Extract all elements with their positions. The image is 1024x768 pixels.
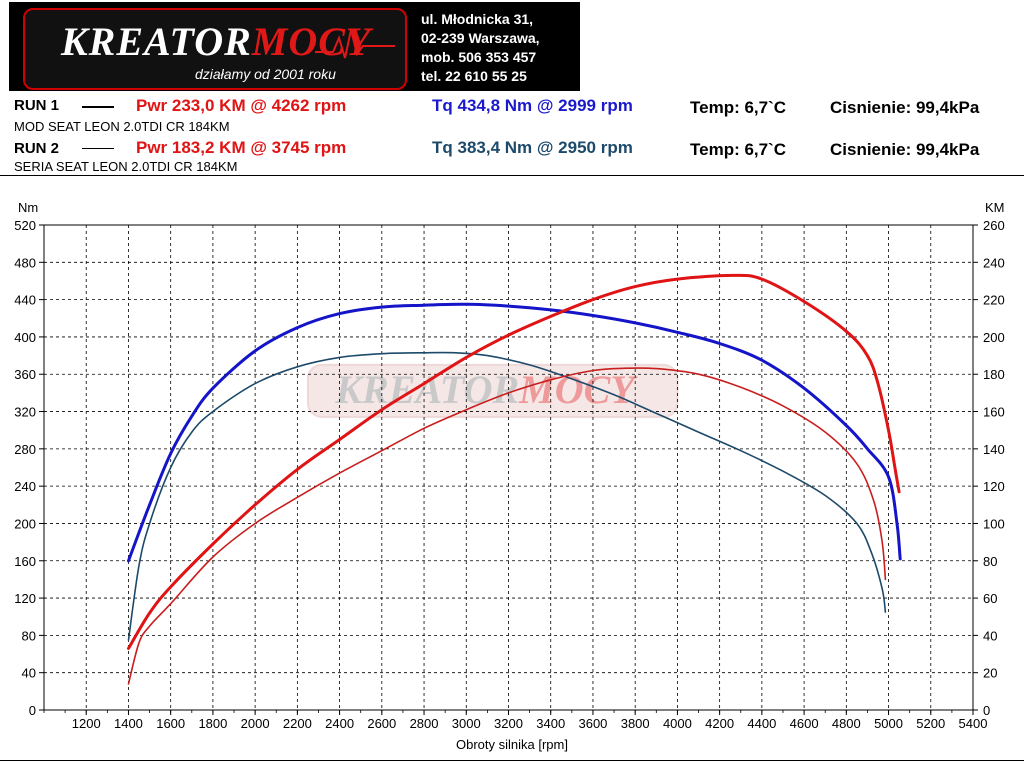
header-divider bbox=[0, 175, 1024, 176]
y-left-tick-label: 480 bbox=[14, 255, 36, 270]
brand-logo: KREATORMOCY działamy od 2001 roku bbox=[23, 8, 407, 90]
y-right-tick-label: 140 bbox=[983, 442, 1005, 457]
y-left-tick-label: 520 bbox=[14, 218, 36, 233]
y-left-tick-label: 200 bbox=[14, 516, 36, 531]
series-line-run1-power bbox=[127, 273, 901, 650]
y-left-tick-label: 160 bbox=[14, 554, 36, 569]
watermark-word-main: KREATOR bbox=[334, 367, 519, 412]
footer-divider bbox=[0, 760, 1024, 761]
y-left-tick-label: 320 bbox=[14, 405, 36, 420]
run1-label: RUN 1 bbox=[14, 97, 60, 114]
x-tick-label: 3000 bbox=[452, 716, 481, 731]
y-left-tick-label: 280 bbox=[14, 442, 36, 457]
x-tick-label: 4600 bbox=[790, 716, 819, 731]
x-tick-label: 1800 bbox=[198, 716, 227, 731]
x-tick-label: 1600 bbox=[156, 716, 185, 731]
y-right-tick-label: 100 bbox=[983, 516, 1005, 531]
logo-word-main: KREATOR bbox=[61, 19, 252, 64]
run2-temp: Temp: 6,7`C bbox=[690, 140, 787, 159]
run1-temp: Temp: 6,7`C bbox=[690, 98, 787, 117]
heartbeat-icon bbox=[315, 29, 395, 59]
y-right-tick-label: 200 bbox=[983, 330, 1005, 345]
run1-description: MOD SEAT LEON 2.0TDI CR 184KM bbox=[14, 119, 230, 134]
logo-tagline: działamy od 2001 roku bbox=[195, 66, 336, 82]
y-right-tick-label: 80 bbox=[983, 554, 997, 569]
x-tick-label: 4200 bbox=[705, 716, 734, 731]
run1-power: Pwr 233,0 KM @ 4262 rpm bbox=[136, 96, 347, 115]
y-right-tick-label: 40 bbox=[983, 628, 997, 643]
address-line: mob. 506 353 457 bbox=[421, 49, 537, 65]
x-tick-label: 2400 bbox=[325, 716, 354, 731]
x-tick-label: 4400 bbox=[747, 716, 776, 731]
run2-description: SERIA SEAT LEON 2.0TDI CR 184KM bbox=[14, 159, 238, 174]
chart-series bbox=[127, 273, 902, 685]
chart-axes: 1200 1400 1600 1800 2000 2200 2400 2600 2800 3000… bbox=[14, 218, 1004, 731]
header-logo-panel: KREATORMOCY działamy od 2001 roku ul. Mł… bbox=[9, 2, 580, 91]
watermark-badge bbox=[306, 363, 679, 418]
x-tick-label: 5000 bbox=[874, 716, 903, 731]
chart-watermark: KREATORMOCY bbox=[306, 363, 679, 418]
x-tick-label: 2800 bbox=[410, 716, 439, 731]
y-left-tick-label: 0 bbox=[29, 703, 36, 718]
y-left-tick-label: 240 bbox=[14, 479, 36, 494]
run2-torque: Tq 383,4 Nm @ 2950 rpm bbox=[432, 138, 633, 157]
plot-frame bbox=[43, 224, 974, 711]
run2-label: RUN 2 bbox=[14, 140, 60, 157]
dyno-chart: KREATORMOCY 1200 1400 1600 1800 2000 2200 2400… bbox=[14, 200, 1005, 752]
chart-grid bbox=[44, 225, 973, 710]
y-right-tick-label: 220 bbox=[983, 293, 1005, 308]
x-tick-label: 2600 bbox=[367, 716, 396, 731]
run1-torque: Tq 434,8 Nm @ 2999 rpm bbox=[432, 96, 633, 115]
x-tick-label: 3600 bbox=[578, 716, 607, 731]
x-tick-label: 1200 bbox=[72, 716, 101, 731]
y-right-tick-label: 20 bbox=[983, 666, 997, 681]
run1-line-swatch bbox=[82, 106, 114, 108]
y-left-tick-label: 120 bbox=[14, 591, 36, 606]
address-line: 02-239 Warszawa, bbox=[421, 30, 540, 46]
contact-address: ul. Młodnicka 31, 02-239 Warszawa, mob. … bbox=[421, 10, 540, 86]
run2-pressure: Cisnienie: 99,4kPa bbox=[830, 140, 980, 159]
y-right-tick-label: 160 bbox=[983, 405, 1005, 420]
series-line-run1-torque bbox=[127, 302, 902, 563]
x-tick-label: 3800 bbox=[621, 716, 650, 731]
address-line: ul. Młodnicka 31, bbox=[421, 11, 534, 27]
series-line-run2-power bbox=[127, 367, 887, 685]
logo-wordmark: KREATORMOCY bbox=[61, 18, 371, 65]
x-tick-label: 2200 bbox=[283, 716, 312, 731]
y-axis-right-label: KM bbox=[985, 200, 1005, 215]
x-tick-label: 3400 bbox=[536, 716, 565, 731]
x-tick-label: 3200 bbox=[494, 716, 523, 731]
x-tick-label: 1400 bbox=[114, 716, 143, 731]
y-left-tick-label: 360 bbox=[14, 367, 36, 382]
y-left-tick-label: 40 bbox=[22, 666, 36, 681]
run1-pressure: Cisnienie: 99,4kPa bbox=[830, 98, 980, 117]
y-right-tick-label: 180 bbox=[983, 367, 1005, 382]
x-axis-label: Obroty silnika [rpm] bbox=[456, 737, 568, 752]
x-tick-label: 5200 bbox=[916, 716, 945, 731]
x-tick-label: 4800 bbox=[832, 716, 861, 731]
x-tick-label: 5400 bbox=[959, 716, 988, 731]
y-right-tick-label: 120 bbox=[983, 479, 1005, 494]
y-left-tick-label: 80 bbox=[22, 628, 36, 643]
y-right-tick-label: 260 bbox=[983, 218, 1005, 233]
y-right-tick-label: 60 bbox=[983, 591, 997, 606]
x-tick-label: 4000 bbox=[663, 716, 692, 731]
run2-power: Pwr 183,2 KM @ 3745 rpm bbox=[136, 138, 347, 157]
address-line: tel. 22 610 55 25 bbox=[421, 68, 527, 84]
y-right-tick-label: 0 bbox=[983, 703, 990, 718]
y-right-tick-label: 240 bbox=[983, 255, 1005, 270]
x-tick-label: 2000 bbox=[241, 716, 270, 731]
run2-line-swatch bbox=[82, 148, 114, 149]
y-left-tick-label: 440 bbox=[14, 293, 36, 308]
y-axis-left-label: Nm bbox=[18, 200, 38, 215]
series-line-run2-torque bbox=[127, 351, 887, 641]
y-left-tick-label: 400 bbox=[14, 330, 36, 345]
logo-word-accent: MOCY bbox=[251, 19, 372, 64]
